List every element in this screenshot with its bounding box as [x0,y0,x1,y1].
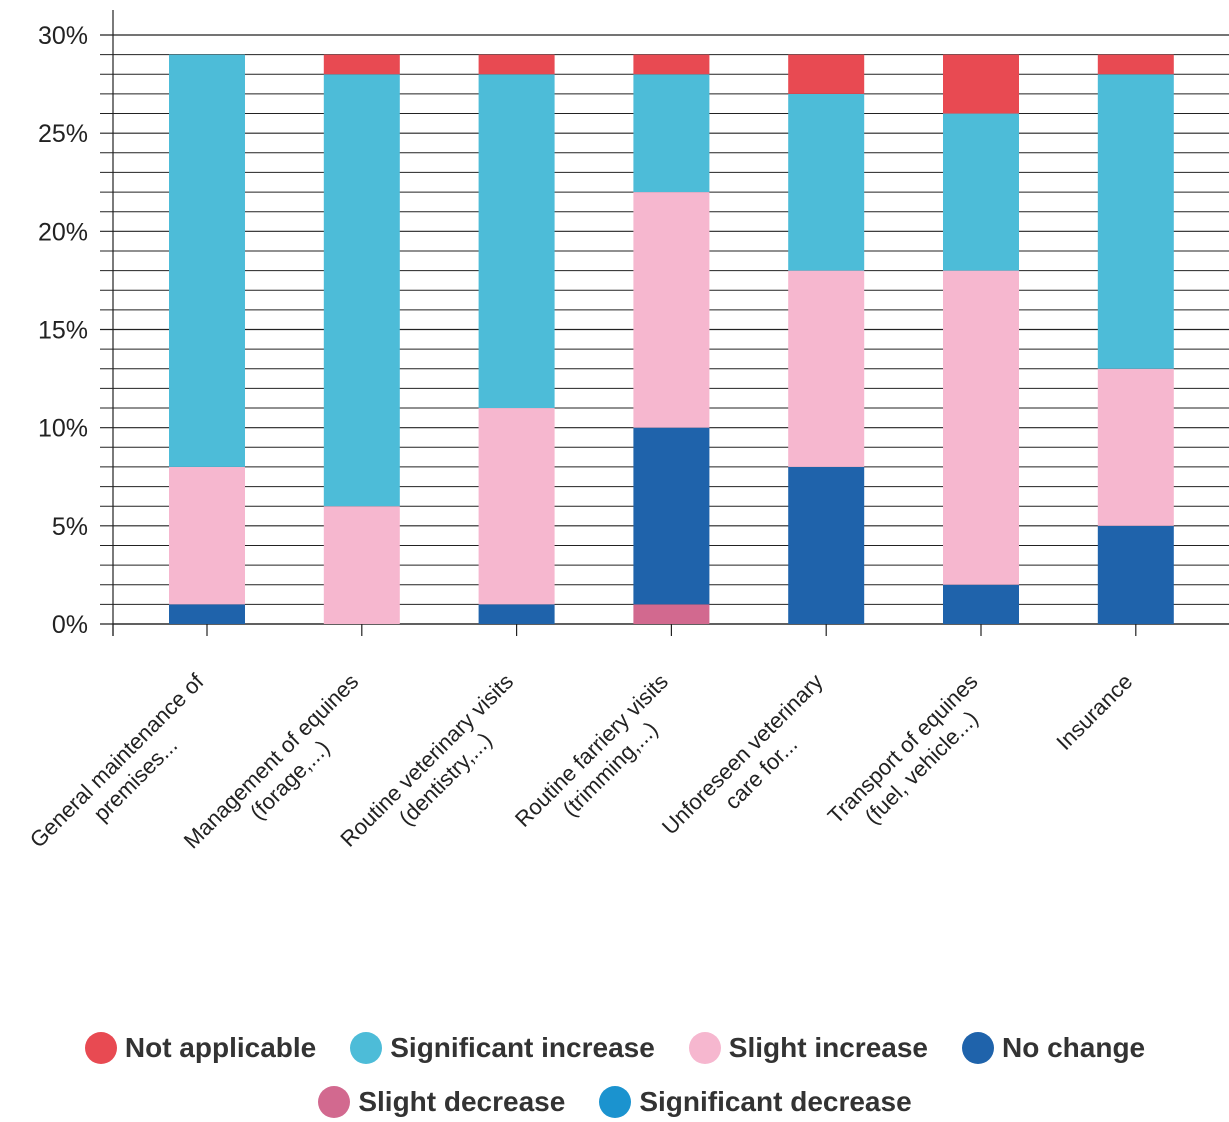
bar-segment [943,270,1019,585]
bar-segment [478,408,555,605]
y-tick-label: 25% [38,120,88,148]
legend: Not applicable Significant increase Slight… [20,1028,1210,1122]
bar-segment [323,506,400,624]
legend-swatch [961,1032,994,1064]
legend-item: Significant decrease [599,1082,912,1122]
y-tick-label: 20% [38,218,88,246]
bar-segment [1097,54,1174,75]
bar-segment [1097,525,1174,624]
y-tick-label: 30% [38,22,88,50]
x-tick-label: Unforeseen veterinarycare for... [657,669,846,858]
x-tick-label-line: Transport of equines [823,669,983,829]
x-tick-label: Insurance [1051,669,1137,755]
legend-item: Significant increase [350,1028,655,1068]
bar-segment [1097,74,1174,369]
y-tick-label: 10% [38,415,88,443]
bar-segment [788,54,865,94]
bar-segment [169,604,245,624]
x-tick-label-line: Insurance [1051,669,1137,755]
bar-segment [323,54,400,75]
bar-segment [943,584,1019,624]
bar-segment [478,604,555,624]
bar-segment [788,466,865,624]
bar-segment [478,54,555,75]
x-tick-label-line: Management of equines [179,669,364,854]
x-tick-label: Routine veterinary visits(dentistry,...) [335,669,536,870]
y-tick-label: 0% [52,611,88,639]
legend-item: Slight decrease [318,1082,565,1122]
bar-segment [169,466,245,605]
legend-label: Significant increase [390,1032,655,1063]
y-tick-label: 15% [38,317,88,345]
bar-segment [1097,368,1174,526]
legend-swatch [688,1032,721,1064]
bar-segment [788,270,865,467]
legend-label: Significant decrease [639,1086,912,1117]
bar-segment [943,54,1019,114]
legend-swatch [84,1032,117,1064]
x-tick-label: Transport of equines(fuel, vehicle...) [823,669,1001,847]
x-tick-label-line: General maintenance of [25,668,209,852]
bar-segment [633,74,710,193]
bar-segment [633,54,710,75]
bar-segment [478,74,555,409]
bar-segment [633,427,710,605]
x-tick-label-line: Routine farriery visits [510,669,673,832]
bar-segment [633,604,710,624]
bar-segment [633,192,710,428]
x-tick-label-line: Routine veterinary visits [335,669,518,852]
bar-segment [788,93,865,271]
legend-label: Slight decrease [358,1086,566,1117]
chart: 0% 5% 10% 15% 20% 25% 30% General maintenance o… [25,10,1229,870]
x-tick-label-line: Unforeseen veterinary [657,669,828,840]
legend-item: No change [961,1028,1146,1068]
legend-item: Slight increase [688,1028,928,1068]
bar-segment [169,54,245,467]
legend-item: Not applicable [84,1028,317,1068]
bar-segment [943,113,1019,271]
legend-label: Slight increase [728,1032,928,1063]
y-tick-label: 5% [52,513,88,541]
legend-swatch [599,1086,632,1118]
legend-label: Not applicable [124,1032,317,1063]
legend-swatch [350,1032,383,1064]
legend-label: No change [1001,1032,1146,1063]
legend-swatch [318,1086,351,1118]
bar-segment [323,74,400,507]
